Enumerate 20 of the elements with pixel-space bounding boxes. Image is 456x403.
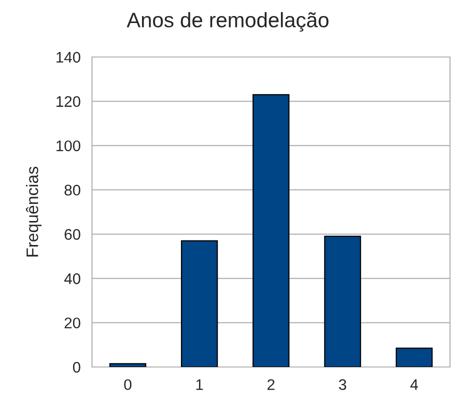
x-tick-label: 2 <box>268 379 274 390</box>
chart-title: Anos de remodelação <box>126 12 328 32</box>
bar <box>324 236 362 367</box>
y-tick-label: 40 <box>64 273 80 284</box>
bar <box>252 94 290 367</box>
y-axis-title: Frequências <box>26 166 42 256</box>
x-tick-label: 4 <box>410 379 418 390</box>
bar <box>109 363 146 367</box>
y-tick-label: 120 <box>56 96 80 107</box>
y-tick-label: 60 <box>64 229 80 240</box>
x-tick-label: 1 <box>196 379 203 390</box>
bar <box>180 240 218 367</box>
bar <box>396 348 433 367</box>
y-tick-label: 100 <box>56 140 80 152</box>
x-tick-label: 3 <box>338 379 346 390</box>
y-tick-label: 20 <box>64 318 80 328</box>
y-tick-label: 0 <box>72 362 80 373</box>
y-tick-label: 140 <box>56 52 80 63</box>
x-tick-label: 0 <box>124 379 132 390</box>
y-tick-label: 80 <box>64 184 80 196</box>
